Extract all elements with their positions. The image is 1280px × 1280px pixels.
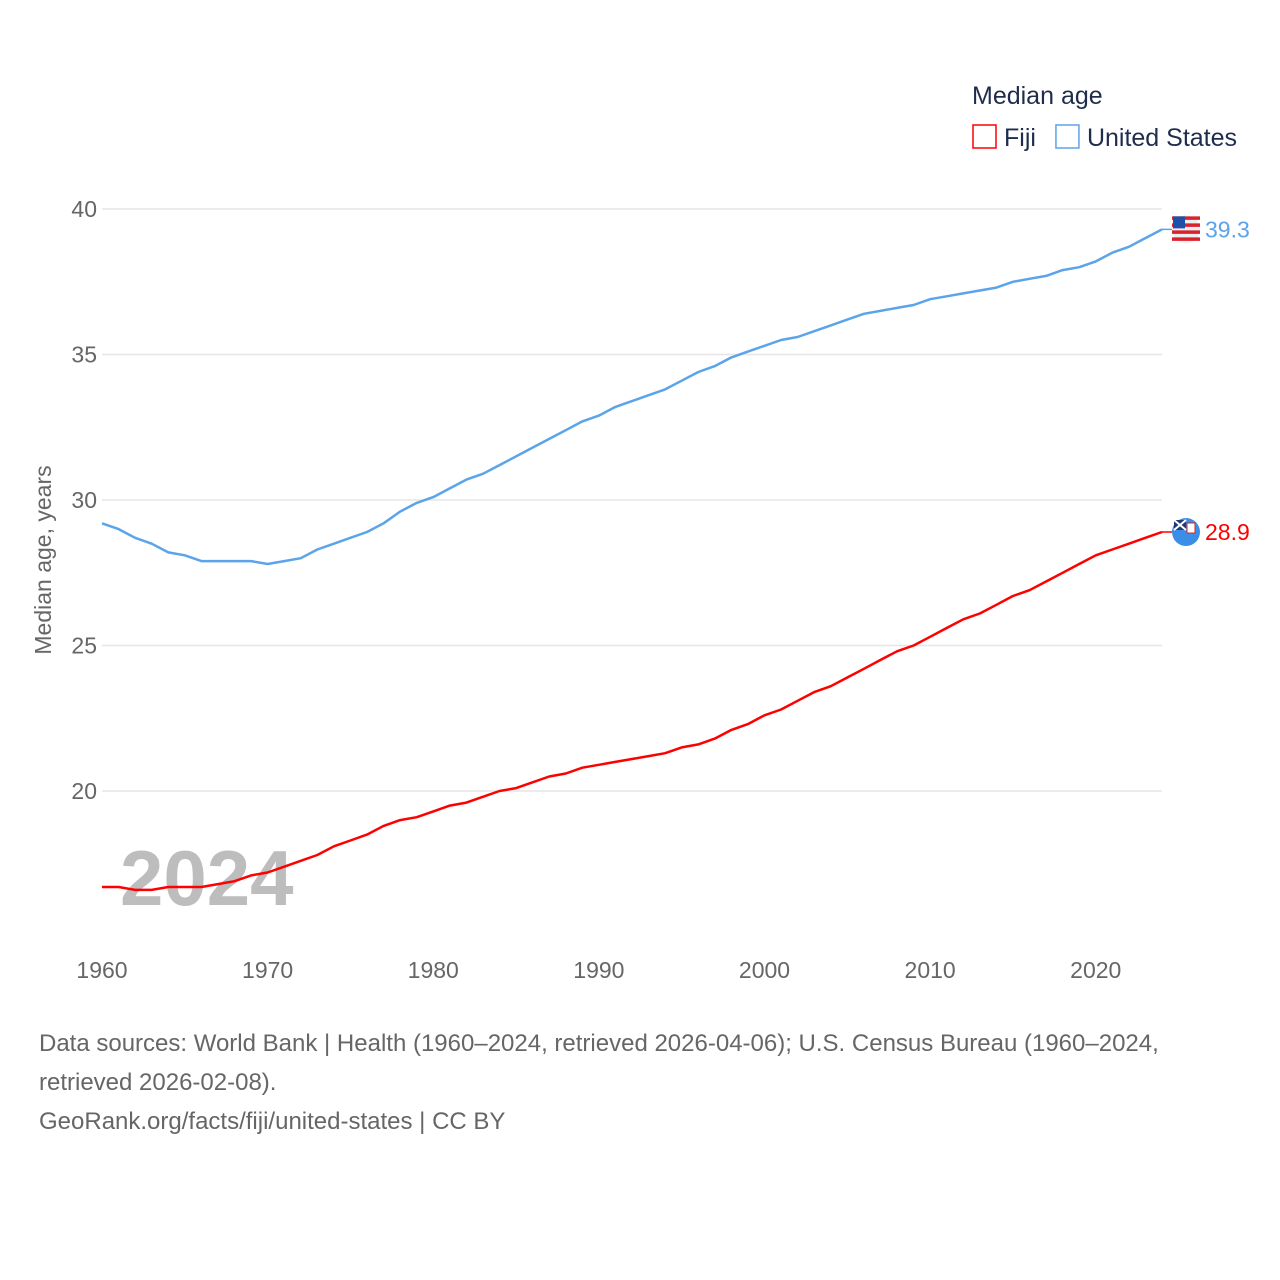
y-tick-label: 20: [71, 778, 97, 804]
legend-swatch: [1055, 124, 1080, 149]
x-tick-label: 1980: [408, 957, 459, 983]
y-tick-label: 25: [71, 633, 97, 659]
legend-title: Median age: [972, 82, 1103, 110]
series-line-fiji: [102, 530, 1163, 892]
y-tick-label: 40: [71, 196, 97, 222]
fiji-flag-icon: [1172, 518, 1200, 547]
y-axis-label: Median age, years: [30, 465, 56, 654]
y-tick-label: 30: [71, 487, 97, 513]
x-tick-label: 1970: [242, 957, 293, 983]
credit-link[interactable]: GeoRank.org/facts/fiji/united-states | C…: [39, 1108, 506, 1135]
us-flag-icon: [1172, 215, 1200, 244]
end-value-label: 39.3: [1205, 216, 1250, 242]
year-watermark: 2024: [120, 834, 294, 922]
x-tick-label: 2010: [905, 957, 956, 983]
series-line-united-states: [101, 228, 1163, 566]
x-tick-label: 1960: [76, 957, 127, 983]
x-tick-label: 2020: [1070, 957, 1121, 983]
x-tick-label: 1990: [573, 957, 624, 983]
footer: Data sources: World Bank | Health (1960–…: [39, 1024, 1249, 1141]
legend-label[interactable]: Fiji: [1004, 124, 1036, 152]
legend-label[interactable]: United States: [1087, 124, 1237, 152]
x-tick-label: 2000: [739, 957, 790, 983]
y-tick-label: 35: [71, 342, 97, 368]
data-sources: Data sources: World Bank | Health (1960–…: [39, 1030, 1159, 1096]
end-value-label: 28.9: [1205, 519, 1250, 545]
legend-swatch: [972, 124, 997, 149]
